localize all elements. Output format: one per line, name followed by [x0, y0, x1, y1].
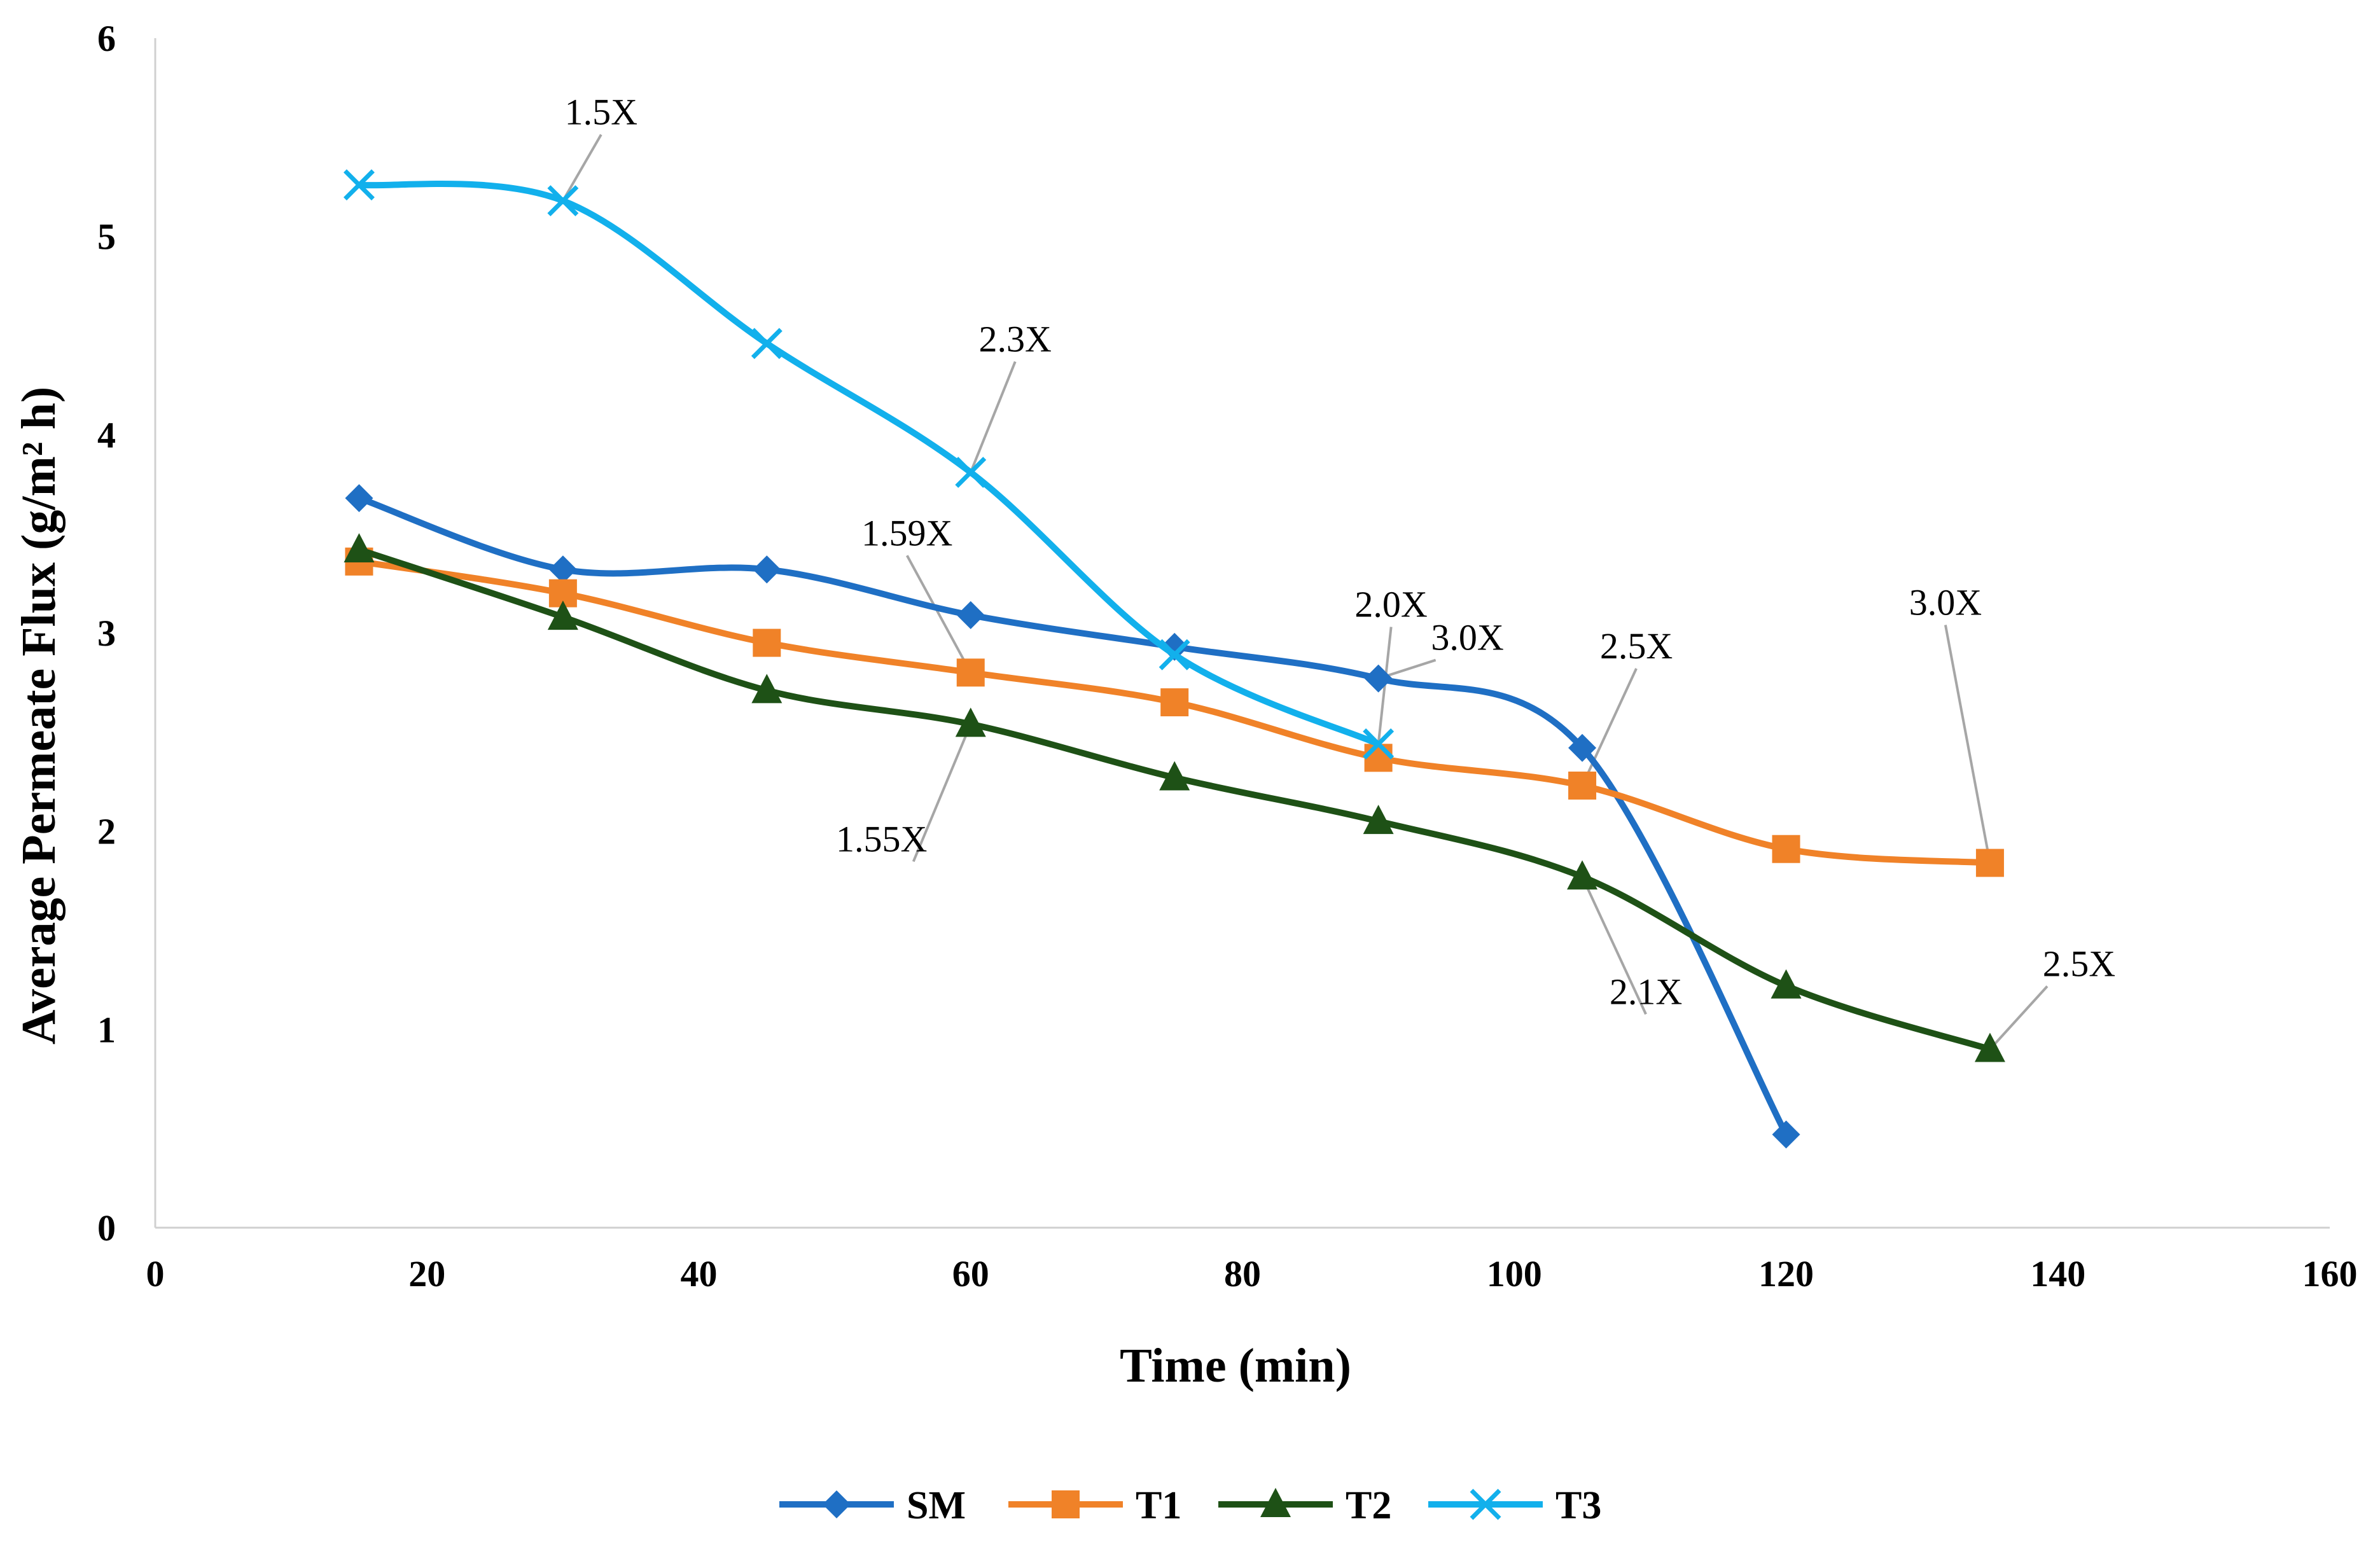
series-line-t3	[356, 181, 1382, 747]
data-point-sm	[548, 555, 577, 584]
annotation-label: 2.5X	[2043, 943, 2115, 985]
annotation-leader	[912, 723, 972, 863]
annotation-leader	[905, 555, 972, 674]
series-t3	[343, 169, 1395, 760]
annotation-leader	[562, 134, 602, 202]
annotation-label: 2.5X	[1600, 625, 1673, 667]
annotation-label: 1.55X	[836, 818, 927, 859]
series-sm	[345, 484, 1800, 1149]
annotation-leaders	[562, 134, 2049, 1050]
legend-label: SM	[907, 1484, 966, 1527]
data-point-t2	[955, 707, 986, 737]
legend-label: T3	[1555, 1484, 1601, 1527]
x-tick-label: 80	[1224, 1253, 1261, 1294]
x-tick-label: 60	[952, 1253, 989, 1294]
data-point-t1	[1975, 849, 2004, 877]
annotation-leader	[1944, 625, 1991, 863]
data-point-t3	[1363, 728, 1395, 760]
annotation-leader	[1581, 876, 1647, 1015]
data-point-t1	[1772, 835, 1800, 863]
annotation-label: 3.0X	[1909, 582, 1982, 623]
legend: SM T1 T2 T3	[779, 1484, 1601, 1527]
annotation-label: 2.0X	[1354, 584, 1427, 625]
x-tick-label: 100	[1487, 1253, 1542, 1294]
y-tick-label: 0	[97, 1207, 116, 1249]
data-point-t1	[753, 628, 781, 657]
y-tick-label: 1	[97, 1009, 116, 1050]
x-tick-label: 160	[2302, 1253, 2358, 1294]
legend-item-sm: SM	[779, 1484, 966, 1527]
series-t2	[344, 533, 2005, 1062]
y-tick-label: 5	[97, 216, 116, 258]
annotation-label: 2.3X	[979, 319, 1052, 360]
data-point-sm	[956, 600, 985, 629]
x-tick-label: 0	[146, 1253, 165, 1294]
data-point-t1	[1568, 771, 1597, 800]
series-layer	[343, 169, 2005, 1149]
legend-marker	[823, 1490, 851, 1518]
data-point-t1	[1160, 688, 1189, 717]
annotation-label: 2.1X	[1610, 971, 1682, 1012]
legend-marker	[1052, 1490, 1080, 1518]
y-tick-label: 6	[97, 18, 116, 59]
legend-item-t3: T3	[1428, 1484, 1601, 1527]
legend-item-t1: T1	[1008, 1484, 1181, 1527]
annotation-leader	[1581, 668, 1638, 786]
data-point-t3	[343, 169, 375, 201]
data-point-t2	[1974, 1032, 2005, 1062]
data-point-sm	[1364, 664, 1393, 693]
data-point-t3	[751, 328, 783, 359]
annotation-leader	[969, 361, 1017, 473]
annotation-label: 3.0X	[1431, 617, 1503, 658]
data-point-t1	[956, 658, 985, 687]
y-axis-title: Average Permeate Flux (g/m² h)	[12, 387, 66, 1044]
legend-label: T1	[1136, 1484, 1181, 1527]
series-line-t2	[356, 546, 1993, 1053]
legend-marker	[1260, 1488, 1291, 1517]
legend-label: T2	[1346, 1484, 1391, 1527]
data-point-t3	[1159, 639, 1190, 670]
legend-marker	[1470, 1488, 1501, 1520]
annotation-leader	[1989, 985, 2049, 1050]
data-point-t2	[1159, 761, 1190, 791]
y-tick-label: 2	[97, 811, 116, 852]
series-t1	[345, 547, 2004, 877]
x-axis-title: Time (min)	[1120, 1339, 1351, 1392]
y-tick-label: 3	[97, 613, 116, 654]
data-point-t1	[1364, 744, 1393, 772]
x-tick-label: 40	[681, 1253, 718, 1294]
x-tick-label: 120	[1758, 1253, 1814, 1294]
legend-item-t2: T2	[1218, 1484, 1391, 1527]
annotation-label: 1.59X	[861, 512, 952, 553]
data-point-t3	[955, 457, 987, 489]
data-point-sm	[753, 555, 781, 584]
annotation-label: 1.5X	[565, 92, 637, 133]
series-line-sm	[356, 495, 1790, 1138]
data-point-t2	[1567, 860, 1598, 890]
x-tick-label: 20	[408, 1253, 445, 1294]
data-point-t2	[1771, 969, 1802, 999]
data-point-t2	[1363, 805, 1394, 835]
y-tick-label: 4	[97, 414, 116, 455]
data-point-sm	[345, 484, 373, 513]
x-tick-label: 140	[2030, 1253, 2085, 1294]
data-point-t2	[751, 674, 783, 704]
data-point-sm	[1772, 1120, 1800, 1149]
data-point-sm	[1568, 733, 1597, 762]
data-point-t3	[547, 185, 579, 217]
data-point-t2	[547, 600, 578, 630]
data-point-t2	[344, 533, 375, 563]
